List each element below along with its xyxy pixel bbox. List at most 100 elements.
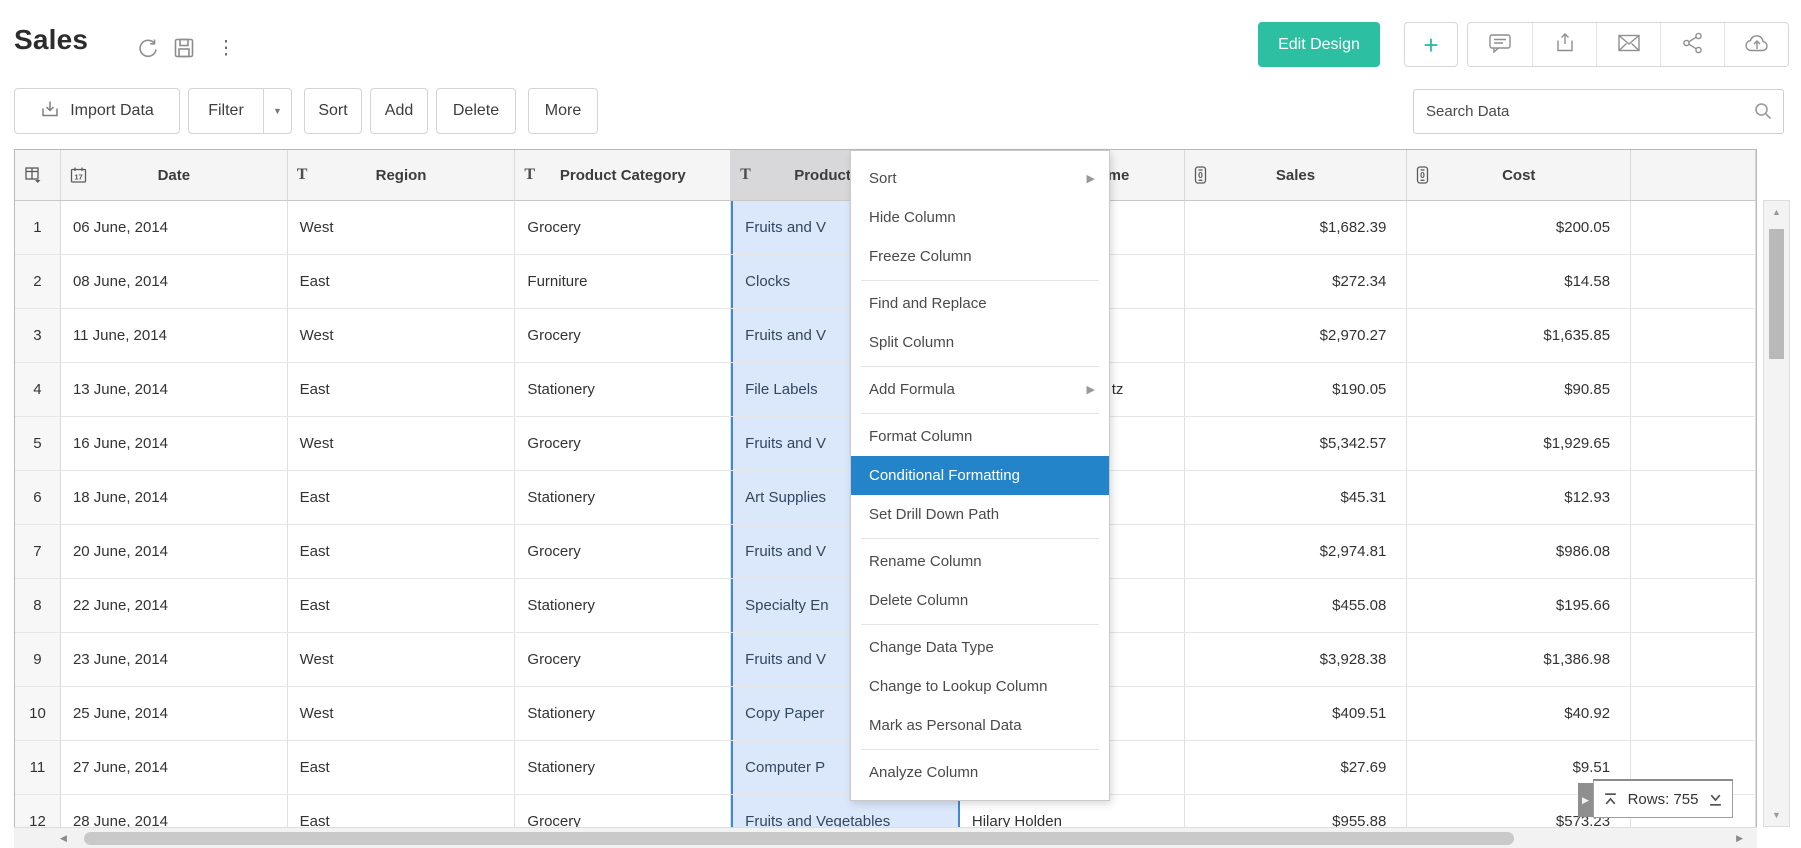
cell-cost[interactable]: $14.58 — [1407, 255, 1632, 308]
cell-cost[interactable]: $200.05 — [1407, 201, 1632, 254]
menu-item-change-to-lookup-column[interactable]: Change to Lookup Column — [851, 667, 1109, 706]
cell-sales[interactable]: $45.31 — [1185, 471, 1408, 524]
email-button[interactable] — [1596, 23, 1660, 66]
cell-sales[interactable]: $2,970.27 — [1185, 309, 1408, 362]
cell-date[interactable]: 23 June, 2014 — [61, 633, 288, 686]
cell-sales[interactable]: $5,342.57 — [1185, 417, 1408, 470]
cell-region[interactable]: East — [288, 525, 516, 578]
menu-item-delete-column[interactable]: Delete Column — [851, 581, 1109, 620]
cell-category[interactable]: Grocery — [515, 309, 732, 362]
horizontal-scrollbar-thumb[interactable] — [84, 832, 1514, 845]
column-header-blank[interactable] — [1631, 150, 1756, 200]
cell-num[interactable]: 6 — [15, 471, 61, 524]
cell-sales[interactable]: $455.08 — [1185, 579, 1408, 632]
sort-button[interactable]: Sort — [304, 88, 362, 134]
cell-category[interactable]: Grocery — [515, 201, 732, 254]
cell-num[interactable]: 7 — [15, 525, 61, 578]
scroll-left-arrow-icon[interactable]: ◀ — [60, 833, 67, 843]
cell-date[interactable]: 16 June, 2014 — [61, 417, 288, 470]
scroll-down-arrow-icon[interactable]: ▼ — [1772, 810, 1781, 820]
vertical-scrollbar-thumb[interactable] — [1769, 229, 1784, 359]
edit-design-button[interactable]: Edit Design — [1258, 22, 1380, 67]
menu-item-add-formula[interactable]: Add Formula ▶ — [851, 370, 1109, 409]
share-button[interactable] — [1660, 23, 1724, 66]
refresh-icon[interactable] — [134, 34, 162, 62]
cell-category[interactable]: Stationery — [515, 363, 732, 416]
cell-customer[interactable] — [960, 525, 1185, 578]
cell-region[interactable]: East — [288, 741, 516, 794]
cell-blank[interactable] — [1631, 525, 1756, 578]
menu-item-sort[interactable]: Sort ▶ — [851, 159, 1109, 198]
cell-sales[interactable]: $1,682.39 — [1185, 201, 1408, 254]
save-icon[interactable] — [170, 34, 198, 62]
kebab-menu-icon[interactable]: ⋮ — [212, 34, 240, 62]
add-button[interactable]: Add — [370, 88, 428, 134]
cell-num[interactable]: 3 — [15, 309, 61, 362]
cell-category[interactable]: Stationery — [515, 687, 732, 740]
search-icon[interactable] — [1753, 101, 1773, 126]
cloud-upload-button[interactable] — [1724, 23, 1788, 66]
cell-category[interactable]: Stationery — [515, 471, 732, 524]
cell-region[interactable]: East — [288, 255, 516, 308]
menu-item-freeze-column[interactable]: Freeze Column — [851, 237, 1109, 276]
cell-num[interactable]: 2 — [15, 255, 61, 308]
cell-category[interactable]: Stationery — [515, 741, 732, 794]
cell-blank[interactable] — [1631, 255, 1756, 308]
menu-item-split-column[interactable]: Split Column — [851, 323, 1109, 362]
cell-region[interactable]: West — [288, 309, 516, 362]
cell-blank[interactable] — [1631, 417, 1756, 470]
scroll-up-arrow-icon[interactable]: ▲ — [1772, 207, 1781, 217]
cell-category[interactable]: Stationery — [515, 579, 732, 632]
cell-region[interactable]: West — [288, 201, 516, 254]
column-header-cost[interactable]: 0 Cost — [1407, 150, 1632, 200]
cell-customer[interactable]: Hilary Holden — [960, 795, 1185, 848]
cell-region[interactable]: East — [288, 363, 516, 416]
cell-blank[interactable] — [1631, 363, 1756, 416]
cell-blank[interactable] — [1631, 741, 1756, 794]
cell-sales[interactable]: $27.69 — [1185, 741, 1408, 794]
menu-item-mark-as-personal-data[interactable]: Mark as Personal Data — [851, 706, 1109, 745]
cell-date[interactable]: 28 June, 2014 — [61, 795, 288, 848]
cell-cost[interactable]: $986.08 — [1407, 525, 1632, 578]
cell-blank[interactable] — [1631, 795, 1756, 848]
cell-date[interactable]: 13 June, 2014 — [61, 363, 288, 416]
cell-cost[interactable]: $90.85 — [1407, 363, 1632, 416]
cell-customer[interactable] — [960, 471, 1185, 524]
cell-num[interactable]: 11 — [15, 741, 61, 794]
cell-date[interactable]: 18 June, 2014 — [61, 471, 288, 524]
column-header-sales[interactable]: 0 Sales — [1185, 150, 1408, 200]
cell-sales[interactable]: $272.34 — [1185, 255, 1408, 308]
menu-item-rename-column[interactable]: Rename Column — [851, 542, 1109, 581]
menu-item-find-and-replace[interactable]: Find and Replace — [851, 284, 1109, 323]
cell-blank[interactable] — [1631, 633, 1756, 686]
cell-category[interactable]: Grocery — [515, 795, 732, 848]
cell-region[interactable]: West — [288, 687, 516, 740]
scroll-to-bottom-icon[interactable] — [1708, 792, 1723, 807]
cell-customer[interactable] — [960, 687, 1185, 740]
cell-customer[interactable] — [960, 255, 1185, 308]
cell-num[interactable]: 5 — [15, 417, 61, 470]
cell-date[interactable]: 20 June, 2014 — [61, 525, 288, 578]
menu-item-set-drill-down-path[interactable]: Set Drill Down Path — [851, 495, 1109, 534]
cell-blank[interactable] — [1631, 579, 1756, 632]
import-data-button[interactable]: Import Data — [14, 88, 180, 134]
cell-category[interactable]: Grocery — [515, 633, 732, 686]
cell-region[interactable]: East — [288, 579, 516, 632]
delete-button[interactable]: Delete — [436, 88, 516, 134]
cell-num[interactable]: 1 — [15, 201, 61, 254]
cell-date[interactable]: 22 June, 2014 — [61, 579, 288, 632]
cell-num[interactable]: 4 — [15, 363, 61, 416]
cell-cost[interactable]: $1,635.85 — [1407, 309, 1632, 362]
cell-customer[interactable] — [960, 579, 1185, 632]
scroll-to-top-icon[interactable] — [1603, 792, 1618, 807]
menu-item-change-data-type[interactable]: Change Data Type — [851, 628, 1109, 667]
cell-date[interactable]: 11 June, 2014 — [61, 309, 288, 362]
cell-cost[interactable]: $1,386.98 — [1407, 633, 1632, 686]
cell-category[interactable]: Furniture — [515, 255, 732, 308]
cell-cost[interactable]: $195.66 — [1407, 579, 1632, 632]
column-header-region[interactable]: T Region — [288, 150, 516, 200]
cell-customer[interactable] — [960, 309, 1185, 362]
cell-category[interactable]: Grocery — [515, 525, 732, 578]
export-button[interactable] — [1532, 23, 1596, 66]
rows-badge-collapse-tab[interactable]: ▶ — [1578, 783, 1593, 817]
